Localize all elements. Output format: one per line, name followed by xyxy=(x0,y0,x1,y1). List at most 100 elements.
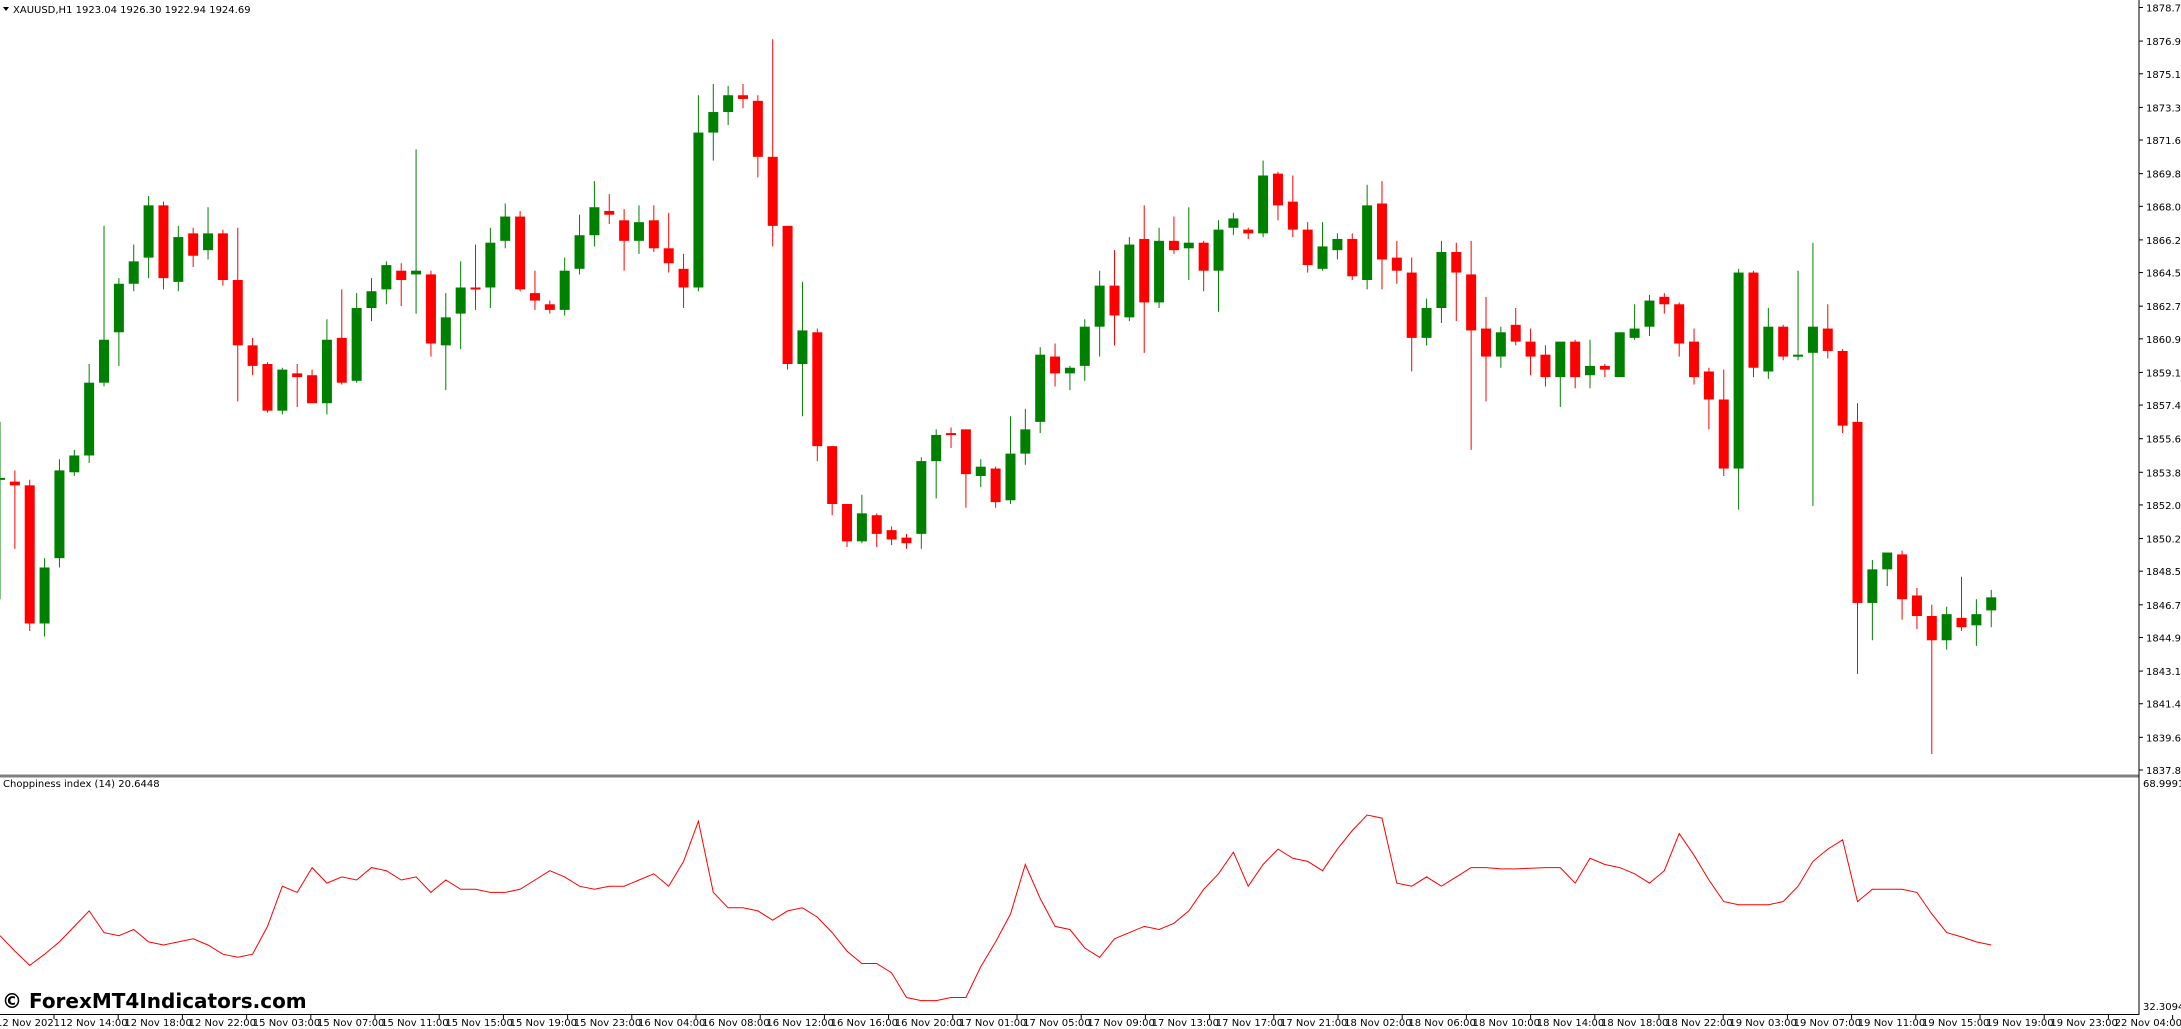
price-tick-label: 1876.90 xyxy=(2146,37,2181,48)
candle-body xyxy=(1674,304,1685,344)
price-axis: 1878.70 1876.90 1875.15 1873.35 1871.60 1869.… xyxy=(2139,4,2181,777)
candle-body xyxy=(842,504,853,542)
choppiness-index-pane[interactable] xyxy=(0,814,1992,1002)
candle-body xyxy=(1302,229,1313,266)
candle xyxy=(693,95,704,292)
candle xyxy=(1362,184,1373,290)
candle-body xyxy=(1317,246,1328,269)
time-tick-label: 17 Nov 17:00 xyxy=(1216,1018,1283,1029)
candle-body xyxy=(1436,252,1447,309)
candle xyxy=(782,225,793,370)
candle-body xyxy=(307,375,318,404)
price-tick-label: 1866.25 xyxy=(2146,236,2181,247)
candle-body xyxy=(574,235,585,269)
candle xyxy=(1585,339,1596,389)
time-tick-label: 18 Nov 10:00 xyxy=(1473,1018,1540,1029)
candle xyxy=(678,253,689,309)
candle xyxy=(203,207,214,260)
candle-body xyxy=(1362,205,1373,281)
candle-body xyxy=(381,265,392,290)
price-tick-label: 1868.05 xyxy=(2146,202,2181,213)
candle-body xyxy=(1406,272,1417,338)
candle-body xyxy=(158,205,169,279)
price-tick-label: 1871.60 xyxy=(2146,136,2181,147)
time-tick-label: 17 Nov 09:00 xyxy=(1087,1018,1154,1029)
price-tick-label: 1875.15 xyxy=(2146,70,2181,81)
candle xyxy=(1837,349,1848,434)
candle xyxy=(54,459,65,568)
candle xyxy=(1391,240,1402,284)
candle-body xyxy=(975,466,986,477)
candle xyxy=(1228,212,1239,236)
candle-body xyxy=(173,237,184,282)
candle-body xyxy=(470,287,481,290)
price-tick-label: 1852.05 xyxy=(2146,501,2181,512)
candle xyxy=(1867,560,1878,641)
candle-body xyxy=(767,156,778,226)
candle xyxy=(1421,298,1432,346)
candle-body xyxy=(1154,240,1165,303)
candle xyxy=(648,205,659,253)
candle-body xyxy=(277,369,288,411)
candle-body xyxy=(203,233,214,251)
candle xyxy=(1570,339,1581,389)
candle xyxy=(1852,403,1863,674)
candle-body xyxy=(1466,274,1477,331)
candle-body xyxy=(1986,597,1997,611)
candle xyxy=(440,293,451,391)
candle-body xyxy=(24,485,35,624)
candle xyxy=(1376,181,1387,290)
candle xyxy=(1763,308,1774,379)
candle-body xyxy=(336,337,347,383)
candle xyxy=(842,504,853,547)
candle-body xyxy=(723,95,734,113)
main-price-chart[interactable] xyxy=(0,39,1997,755)
candle-body xyxy=(797,330,808,365)
candle xyxy=(1332,233,1343,260)
candle xyxy=(1139,205,1150,353)
candle-body xyxy=(1585,365,1596,376)
candle-body xyxy=(812,332,823,447)
candle xyxy=(425,270,436,357)
time-tick-label: 12 Nov 22:00 xyxy=(189,1018,256,1029)
price-tick-label: 1853.80 xyxy=(2146,468,2181,479)
candle-body xyxy=(1897,554,1908,600)
candle-body xyxy=(247,345,258,366)
candle xyxy=(1555,341,1566,407)
candle xyxy=(946,427,957,449)
symbol-header: XAUUSD,H1 1923.04 1926.30 1922.94 1924.6… xyxy=(13,5,251,16)
candle xyxy=(143,196,154,279)
price-tick-label: 1837.85 xyxy=(2146,766,2181,777)
candle xyxy=(1317,222,1328,271)
candle xyxy=(0,421,5,600)
candle xyxy=(232,227,243,402)
candle-body xyxy=(1139,238,1150,303)
candle xyxy=(39,558,50,637)
candle-body xyxy=(916,461,927,534)
candle xyxy=(1258,160,1269,238)
time-tick-label: 16 Nov 04:00 xyxy=(638,1018,705,1029)
candle-body xyxy=(946,433,957,436)
candle-body xyxy=(411,270,422,275)
candle-body xyxy=(1376,203,1387,260)
candle-body xyxy=(1064,367,1075,374)
time-tick-label: 18 Nov 18:00 xyxy=(1601,1018,1668,1029)
time-tick-label: 19 Nov 03:00 xyxy=(1729,1018,1796,1029)
price-tick-label: 1860.95 xyxy=(2146,335,2181,346)
candle xyxy=(128,244,139,292)
candle-body xyxy=(619,220,630,241)
candle xyxy=(1183,207,1194,281)
candle xyxy=(1733,268,1744,510)
candle-body xyxy=(84,382,95,456)
price-tick-label: 1862.70 xyxy=(2146,302,2181,313)
candle-body xyxy=(1882,552,1893,570)
candle xyxy=(173,225,184,292)
candle xyxy=(1956,576,1967,631)
candle-body xyxy=(0,477,5,480)
collapse-arrow-icon[interactable] xyxy=(3,7,9,11)
candle xyxy=(366,278,377,322)
price-tick-label: 1864.50 xyxy=(2146,269,2181,280)
price-tick-label: 1869.80 xyxy=(2146,170,2181,181)
candle xyxy=(1703,367,1714,430)
